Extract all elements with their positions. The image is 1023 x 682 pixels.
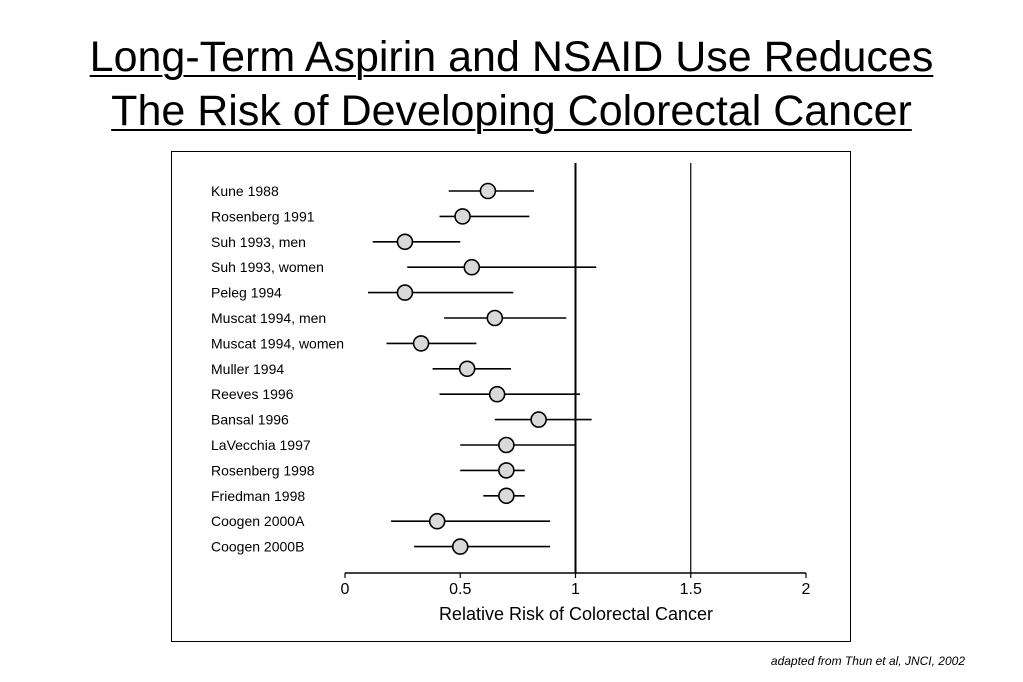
rr-point xyxy=(498,436,515,454)
study-label: Rosenberg 1991 xyxy=(211,208,315,224)
x-tick-label: 1.5 xyxy=(680,581,702,598)
rr-point xyxy=(451,538,469,555)
point-estimates xyxy=(396,182,547,555)
study-label: Suh 1993, men xyxy=(211,234,306,250)
rr-point xyxy=(396,284,414,301)
study-label: Muscat 1994, women xyxy=(211,335,344,351)
chart-frame xyxy=(171,151,851,642)
rr-point xyxy=(463,258,481,276)
study-label: Muscat 1994, men xyxy=(211,310,326,326)
study-label: Reeves 1996 xyxy=(211,386,294,402)
rr-point xyxy=(488,385,506,403)
study-label: Friedman 1998 xyxy=(211,488,305,504)
confidence-intervals xyxy=(368,190,597,548)
study-label: Suh 1993, women xyxy=(211,259,324,275)
rr-point xyxy=(479,182,497,200)
study-label: Muller 1994 xyxy=(211,361,284,377)
rr-point xyxy=(498,487,515,505)
page-title: Long-Term Aspirin and NSAID Use Reduces … xyxy=(0,30,1023,138)
study-label: Coogen 2000B xyxy=(211,539,304,555)
rr-point xyxy=(486,309,504,327)
rr-point xyxy=(530,411,547,428)
x-tick-label: 1 xyxy=(571,581,580,598)
x-tick-label: 2 xyxy=(802,581,811,598)
study-label: Rosenberg 1998 xyxy=(211,462,315,478)
title-line-2: The Risk of Developing Colorectal Cancer xyxy=(111,87,912,135)
x-axis: 0 0.5 1 1.5 2 xyxy=(341,572,811,598)
study-labels: Kune 1988 Rosenberg 1991 Suh 1993, men Suh … xyxy=(211,183,344,555)
x-tick-label: 0.5 xyxy=(449,581,471,598)
source-footnote: adapted from Thun et al, JNCI, 2002 xyxy=(770,654,965,668)
rr-point xyxy=(412,335,430,352)
rr-point xyxy=(498,462,515,479)
rr-point xyxy=(428,512,446,530)
study-label: Kune 1988 xyxy=(211,183,279,199)
rr-point xyxy=(454,208,471,225)
study-label: LaVecchia 1997 xyxy=(211,437,311,453)
study-label: Coogen 2000A xyxy=(211,513,305,529)
x-axis-label: Relative Risk of Colorectal Cancer xyxy=(439,604,713,624)
rr-point xyxy=(396,233,414,251)
reference-lines xyxy=(574,163,692,573)
title-line-1: Long-Term Aspirin and NSAID Use Reduces xyxy=(89,33,934,81)
rr-point xyxy=(458,360,476,378)
study-label: Peleg 1994 xyxy=(211,285,282,301)
study-label: Bansal 1996 xyxy=(211,412,289,428)
x-tick-label: 0 xyxy=(341,581,350,598)
